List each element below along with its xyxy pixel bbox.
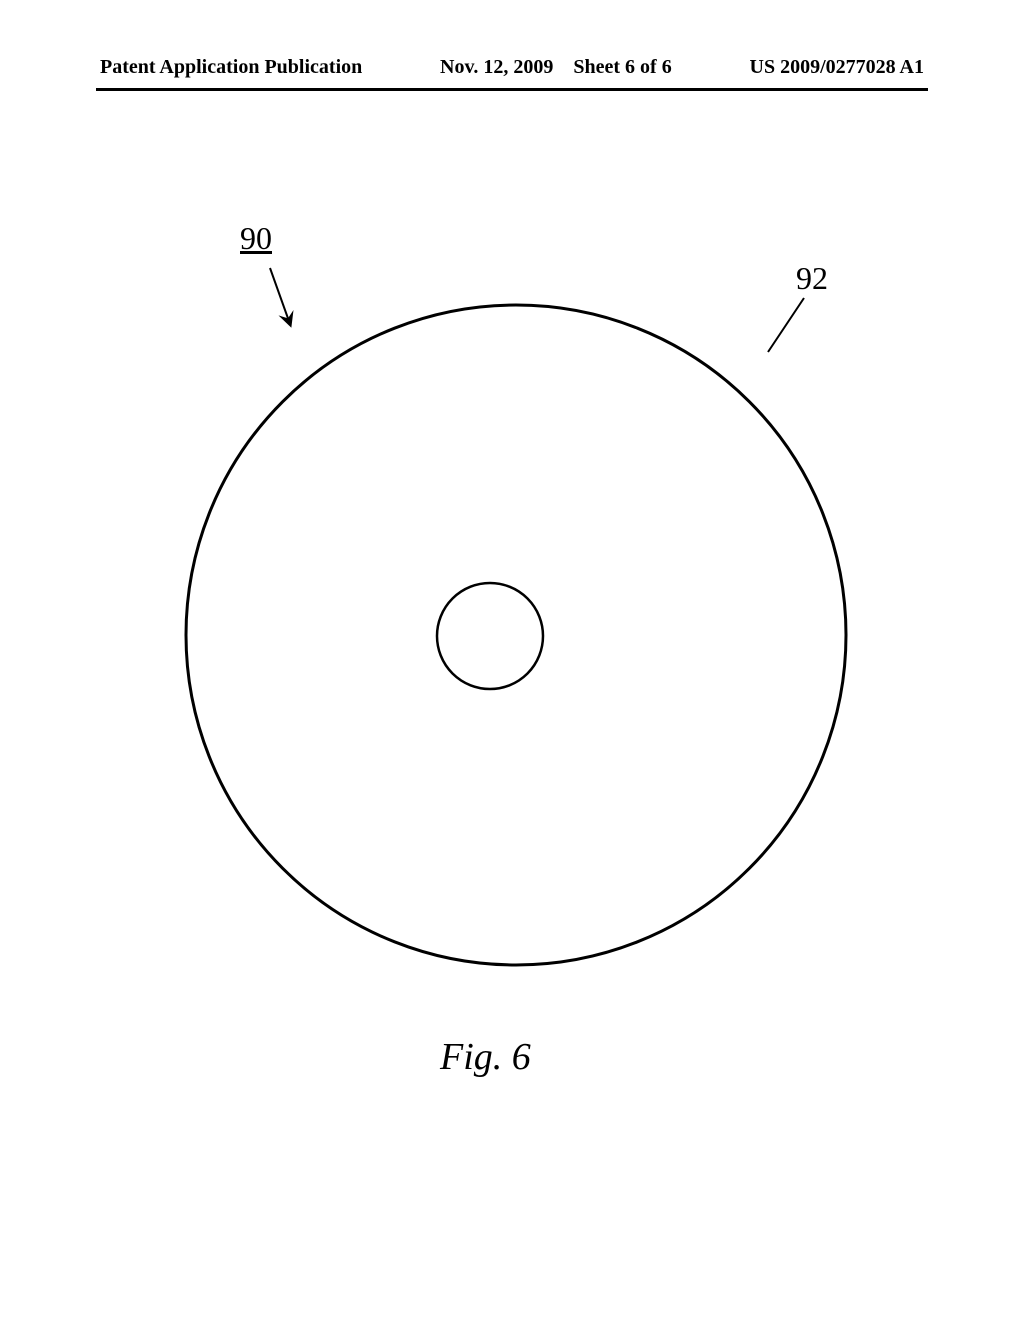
ref-label-90: 90 bbox=[240, 220, 272, 257]
patent-page: Patent Application Publication Nov. 12, … bbox=[0, 0, 1024, 1320]
ref-label-92: 92 bbox=[796, 260, 828, 297]
figure-drawing bbox=[0, 0, 1024, 1320]
figure-caption: Fig. 6 bbox=[440, 1035, 531, 1079]
